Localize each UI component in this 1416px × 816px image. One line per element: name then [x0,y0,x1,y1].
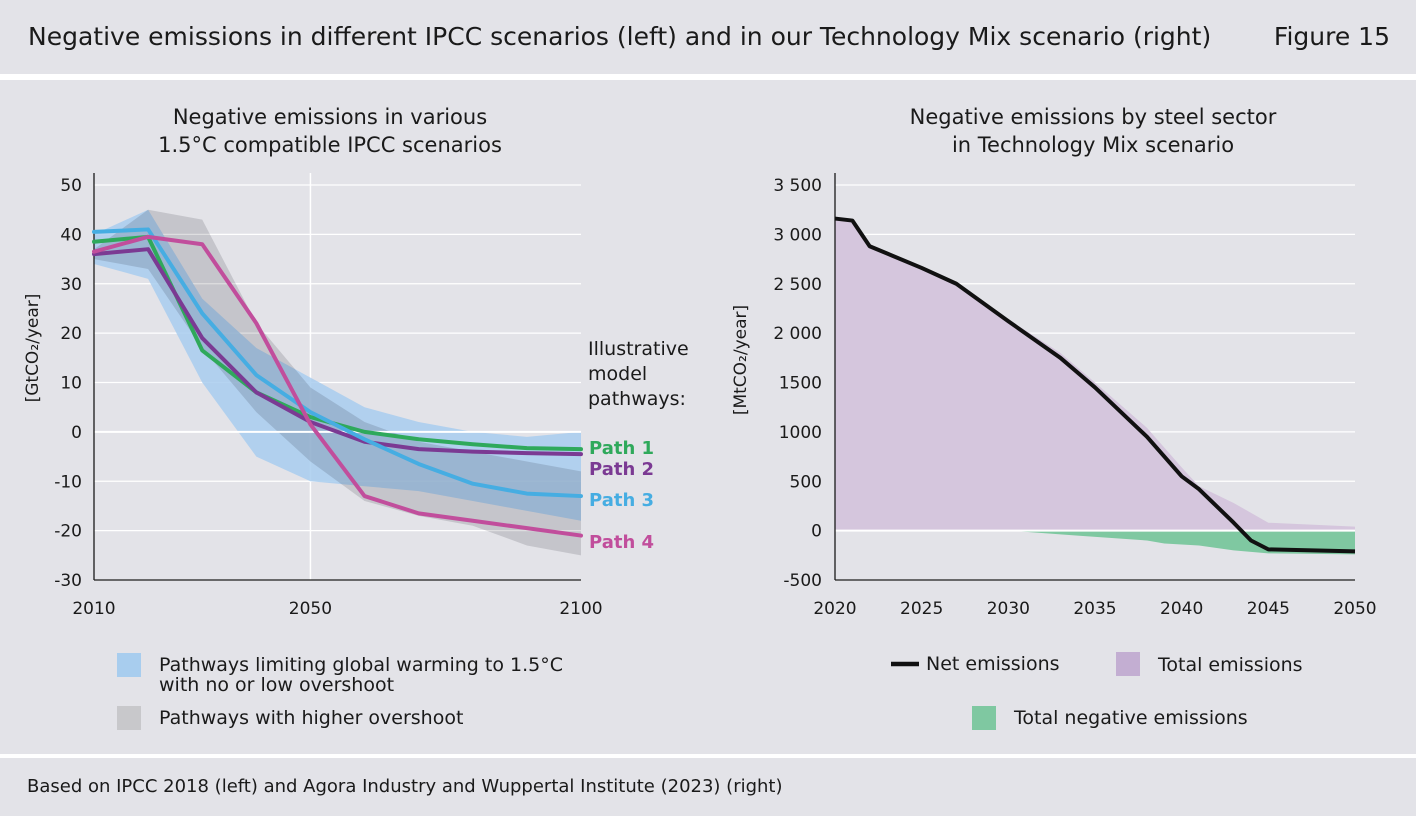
legend-negative-emissions-label: Total negative emissions [1013,707,1248,729]
left-legend-swatch [117,653,141,677]
left-y-tick-label: -10 [54,472,82,492]
legend-negative-emissions-swatch [972,706,996,730]
chart-area: Negative emissions in various 1.5°C compa… [0,80,1416,754]
left-chart-title: Negative emissions in various [173,105,487,129]
footer-bar: Based on IPCC 2018 (left) and Agora Indu… [0,758,1416,816]
series-label-path-3: Path 3 [589,490,654,511]
charts-canvas: Negative emissions in various 1.5°C compa… [23,105,1377,730]
pathways-annotation: pathways: [588,388,686,410]
right-x-tick-label: 2035 [1073,599,1116,619]
right-y-tick-label: 0 [811,522,822,542]
left-y-tick-label: 10 [60,374,82,394]
right-x-tick-label: 2045 [1247,599,1290,619]
left-x-tick-label: 2100 [559,599,602,619]
right-y-axis-label: [MtCO₂/year] [731,305,751,415]
left-y-tick-label: 50 [60,176,82,196]
series-label-path-2: Path 2 [589,459,654,480]
series-line-path-3 [92,227,583,499]
higher-overshoot-band [94,209,581,556]
total-negative-emissions-area [835,530,1355,555]
right-y-tick-label: 3 000 [773,225,822,245]
series-label-path-1: Path 1 [589,438,654,459]
left-legend-swatch [117,706,141,730]
right-y-tick-label: 1000 [779,423,822,443]
left-legend-label: Pathways with higher overshoot [159,707,463,729]
series-line-path-2 [92,247,583,457]
right-y-tick-label: 2 000 [773,324,822,344]
pathways-annotation: Illustrative [588,338,689,360]
right-x-tick-label: 2030 [987,599,1030,619]
left-y-tick-label: 0 [71,423,82,443]
left-chart-title: 1.5°C compatible IPCC scenarios [158,133,502,157]
header-bar: Negative emissions in different IPCC sce… [0,0,1416,74]
legend-net-emissions-label: Net emissions [926,653,1060,675]
left-x-tick-label: 2050 [289,599,332,619]
page-title: Negative emissions in different IPCC sce… [28,22,1212,51]
series-line-path-4 [92,234,583,538]
source-note: Based on IPCC 2018 (left) and Agora Indu… [27,776,783,797]
legend-total-emissions-label: Total emissions [1157,654,1303,676]
figure-label: Figure 15 [1273,22,1390,51]
right-y-tick-label: 2 500 [773,275,822,295]
total-emissions-area [835,218,1355,531]
left-legend-label: Pathways limiting global warming to 1.5°… [159,654,563,676]
right-y-tick-label: 3 500 [773,176,822,196]
net-emissions-line [834,216,1356,554]
legend-total-emissions-swatch [1116,652,1140,676]
left-y-tick-label: -20 [54,522,82,542]
left-y-tick-label: 40 [60,225,82,245]
left-y-axis-label: [GtCO₂/year] [23,294,43,403]
left-legend-label: with no or low overshoot [159,674,394,696]
left-x-tick-label: 2010 [72,599,115,619]
right-x-tick-label: 2025 [900,599,943,619]
right-x-tick-label: 2050 [1333,599,1376,619]
left-y-tick-label: -30 [54,571,82,591]
right-x-tick-label: 2040 [1160,599,1203,619]
left-y-tick-label: 20 [60,324,82,344]
pathways-annotation: model [588,363,647,385]
left-y-tick-label: 30 [60,275,82,295]
right-y-tick-label: 1500 [779,374,822,394]
right-x-tick-label: 2020 [813,599,856,619]
series-label-path-4: Path 4 [589,532,654,553]
right-chart-title: Negative emissions by steel sector [910,105,1277,129]
right-y-tick-label: 500 [790,472,822,492]
right-chart-title: in Technology Mix scenario [952,133,1234,157]
right-y-tick-label: -500 [783,571,822,591]
